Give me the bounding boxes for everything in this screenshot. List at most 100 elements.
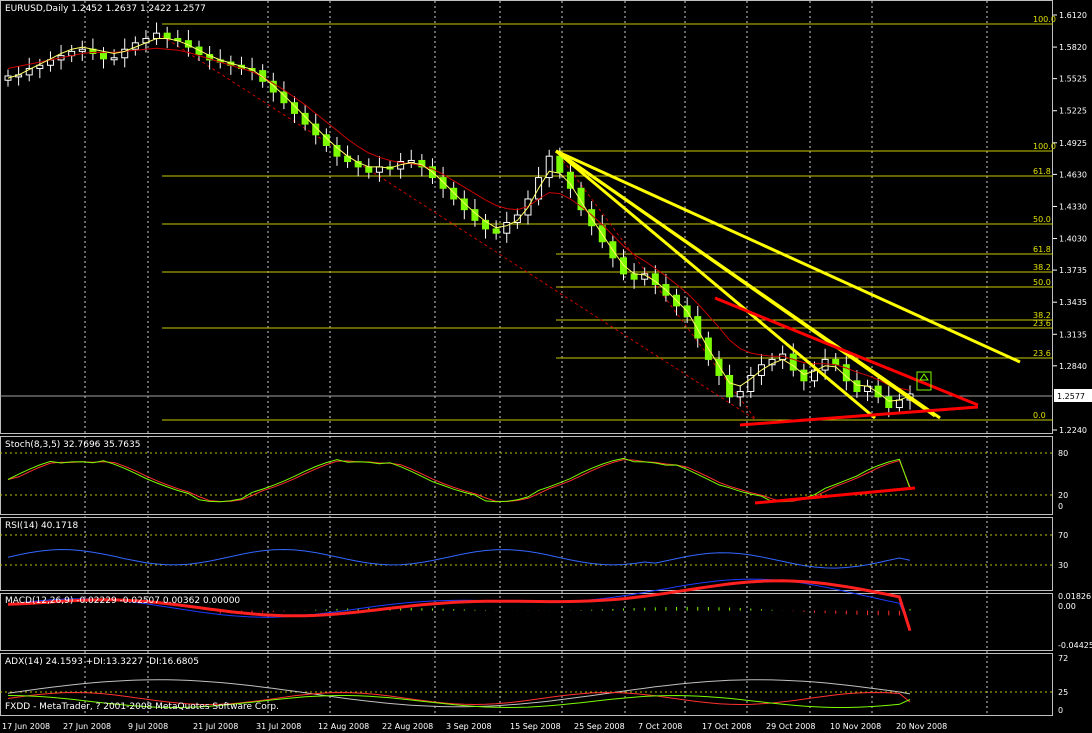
slow-moving-average [7,47,911,391]
candle-body [291,102,299,114]
candle-body [545,155,553,179]
plus-di-line [7,691,911,706]
time-tick-label: 31 Jul 2008 [256,722,301,731]
time-tick-label: 17 Jun 2008 [2,722,50,731]
candle-body [25,67,33,76]
time-tick-label: 17 Oct 2008 [702,722,751,731]
candle-body [450,187,458,200]
candle-body [513,214,521,224]
fib-level-label: 50.0 [1033,215,1051,224]
arrow-box [916,371,932,391]
fib-level-label: 61.8 [1033,245,1051,254]
time-tick-label: 21 Jul 2008 [193,722,238,731]
time-tick-label: 29 Oct 2008 [766,722,815,731]
candle-body [439,177,447,189]
candle-body [78,48,86,52]
candle-body [365,166,373,173]
price-tick-label: 1.4630 [1059,170,1087,179]
candle-body [333,144,341,157]
stochastic-pane [0,452,1053,505]
candle-body [800,369,808,382]
candle-body [715,358,723,376]
candle-body [885,396,893,409]
up-arrow-icon [919,373,929,381]
candle-body [747,374,755,392]
price-tick-label: 1.4030 [1059,235,1087,244]
footer-copyright: FXDD - MetaTrader, ? 2001-2008 MetaQuote… [5,702,279,712]
candle-body [832,358,840,366]
indicator-axis-label: 30 [1058,561,1068,570]
fib-level-label: 0.0 [1033,411,1046,420]
time-tick-label: 10 Nov 2008 [830,722,881,731]
candle-body [492,228,500,234]
candle-body [4,75,12,81]
stoch-trendline[interactable] [754,486,916,505]
minus-di-line [7,694,911,709]
indicator-axis-label: 20 [1058,491,1068,500]
candle-body [269,80,277,93]
candle-body [874,385,882,398]
candle-body [121,48,129,59]
price-tick-label: 1.4330 [1059,202,1087,211]
candle-body [566,171,574,189]
candle-body [630,273,638,280]
rsi-pane [0,534,1053,569]
fibonacci-retracements: 100.061.850.038.223.60.0100.061.850.038.… [162,15,1056,421]
time-tick-label: 15 Sep 2008 [510,722,561,731]
fast-moving-average [7,38,911,402]
fib-level-label: 100.0 [1033,15,1056,24]
trendline-1[interactable] [555,149,1021,364]
fib-level-label: 38.2 [1033,311,1051,320]
pane-frames [0,0,1053,716]
rsi-line [7,548,911,569]
candle-body [460,198,468,211]
time-tick-label: 7 Oct 2008 [638,722,682,731]
stoch-main-line [7,457,911,503]
candle-body [110,57,118,61]
candle-body [577,187,585,211]
indicator-axis-label: 0 [1058,502,1063,511]
time-axis: 17 Jun 2008 27 Jun 2008 9 Jul 2008 21 Jul 2… [2,722,947,731]
macd-line [7,578,911,629]
time-tick-label: 12 Aug 2008 [318,722,369,731]
indicator-axis-label: 0 [1058,706,1063,715]
macd-signal-line [7,579,912,632]
price-tick-label: 1.3135 [1059,330,1087,339]
price-tick-label: 1.5820 [1059,43,1087,52]
macd-pane [7,578,912,632]
triangle-lower[interactable] [739,405,979,427]
time-tick-label: 20 Nov 2008 [896,722,947,731]
price-tick-label: 1.3435 [1059,298,1087,307]
fib-level-label: 23.6 [1033,319,1051,328]
candle-body [163,32,171,40]
indicator-axis-label: 0.00 [1058,602,1076,611]
triangle-upper[interactable] [714,296,979,407]
indicator-axis-label: 70 [1058,531,1068,540]
fib-level-label: 100.0 [1033,142,1056,151]
candle-body [301,112,309,125]
price-tick-label: 1.6120 [1059,11,1087,20]
candle-body [789,353,797,371]
indicator-axis-label: 25 [1058,688,1068,697]
candle-body [821,358,829,371]
candle-body [726,374,734,398]
fib-level-label: 23.6 [1033,349,1051,358]
trendline-3[interactable] [555,149,876,420]
candle-body [853,380,861,392]
current-price-label: 1.2577 [1057,392,1085,401]
price-tick-label: 1.5225 [1059,107,1087,116]
main-header: EURUSD,Daily 1.2452 1.2637 1.2422 1.2577 [5,4,206,14]
adx-header: ADX(14) 24.1593 +DI:13.3227 -DI:16.6805 [5,657,199,667]
candle-body [556,155,564,173]
fib-dashed-connector-2 [555,150,757,421]
indicator-axis-label: 80 [1058,449,1068,458]
candle-body [36,64,44,69]
stoch-header: Stoch(8,3,5) 32.7696 35.7635 [5,440,140,450]
price-tick-label: 1.4925 [1059,139,1087,148]
trendline-4[interactable] [555,149,941,420]
rsi-header: RSI(14) 40.1718 [5,521,78,531]
candle-body [503,222,511,234]
candle-body [280,91,288,104]
